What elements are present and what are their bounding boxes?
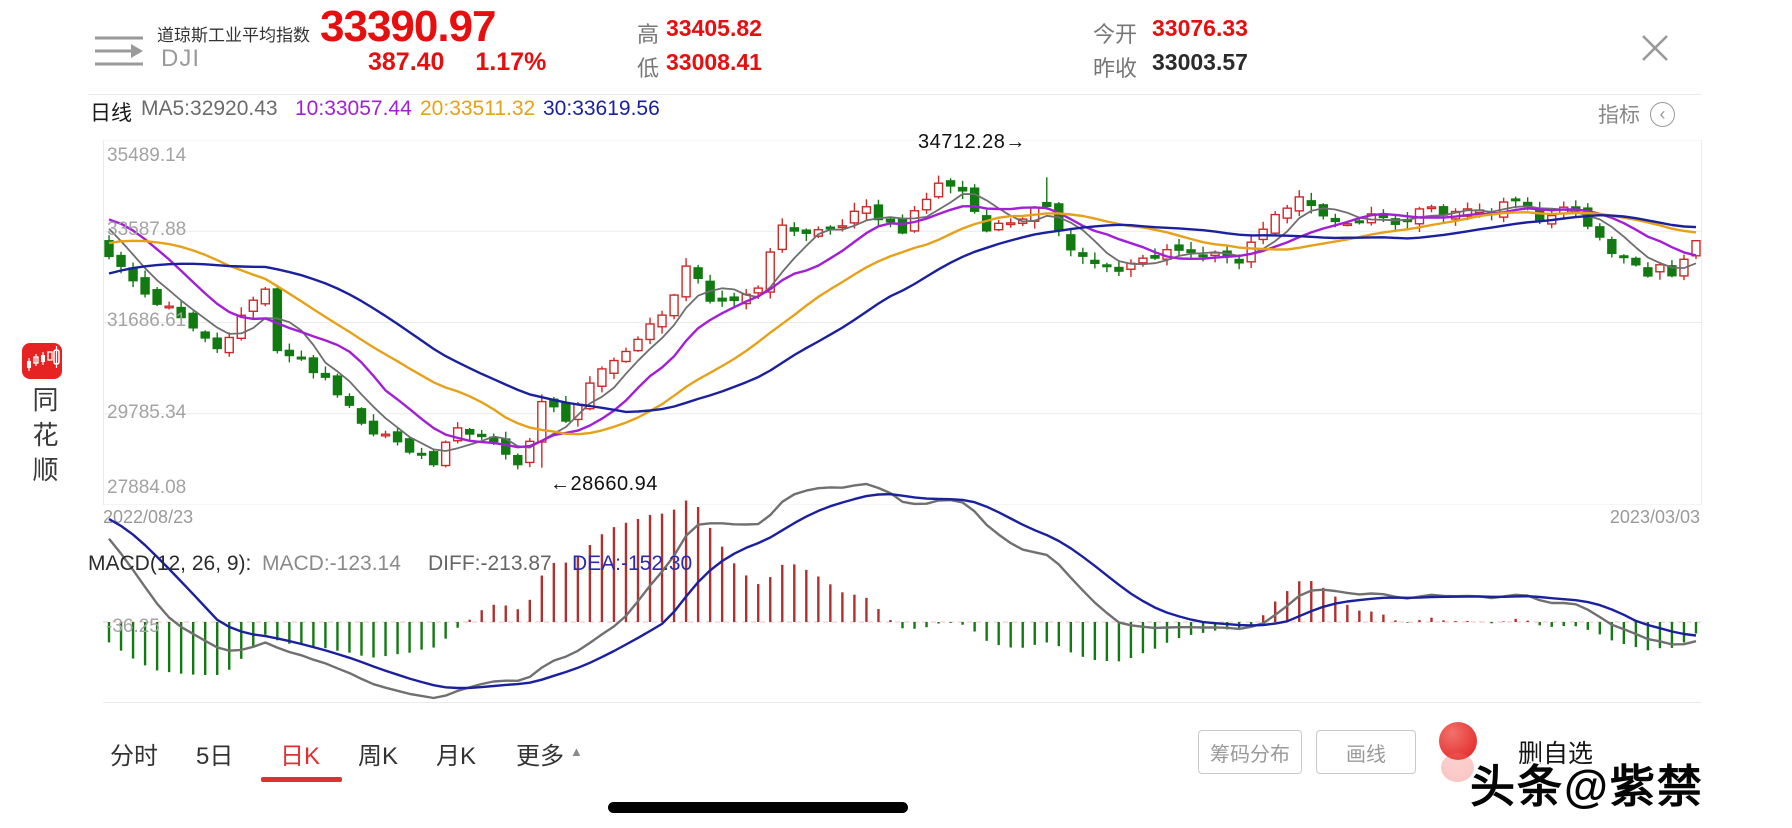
prev-close-value: 33003.57: [1152, 49, 1248, 75]
tab-daily-k[interactable]: 日K: [280, 743, 321, 770]
y-axis-tick-5: 27884.08: [107, 477, 187, 498]
macd-value: MACD:-123.14: [262, 552, 401, 575]
chip-distribution-label: 筹码分布: [1210, 743, 1290, 766]
stock-switch-icon[interactable]: [93, 30, 145, 74]
red-dot-reflection: [1441, 753, 1474, 782]
more-caret-icon: ▲: [570, 744, 583, 759]
diff-value: DIFF:-213.87: [428, 552, 552, 575]
ma10-value: 10:33057.44: [295, 97, 412, 120]
x-axis-end-date: 2023/03/03: [1609, 507, 1700, 527]
indicator-label: 指标: [1598, 104, 1640, 127]
y-axis-tick-4: 29785.34: [107, 402, 187, 423]
indicator-button[interactable]: 指标 ‹: [1598, 99, 1675, 129]
ma5-value: MA5:32920.43: [141, 97, 278, 120]
tab-weekly-k[interactable]: 周K: [358, 743, 399, 770]
tab-minute[interactable]: 分时: [110, 743, 158, 770]
open-label: 今开: [1093, 22, 1138, 47]
price-change: 387.40: [368, 48, 445, 76]
macd-title: MACD(12, 26, 9):: [88, 552, 252, 575]
price-change-row: 387.40 1.17%: [368, 48, 546, 77]
app-name-vertical: 同花顺: [29, 386, 59, 491]
high-value: 33405.82: [666, 15, 762, 41]
draw-line-button[interactable]: 画线: [1316, 730, 1416, 774]
active-tab-underline: [261, 777, 342, 782]
tab-5day[interactable]: 5日: [196, 743, 234, 770]
period-label: 日线: [90, 102, 132, 125]
header-divider: [88, 94, 1702, 95]
chip-distribution-button[interactable]: 筹码分布: [1198, 730, 1302, 774]
stock-symbol: DJI: [161, 45, 200, 72]
chevron-left-circle-icon: ‹: [1650, 101, 1675, 127]
y-axis-tick-3: 31686.61: [107, 310, 187, 331]
tab-monthly-k[interactable]: 月K: [436, 743, 477, 770]
watermark: 头条@紫禁: [1470, 761, 1704, 812]
main-chart[interactable]: [103, 140, 1702, 505]
tab-more[interactable]: 更多: [516, 743, 564, 770]
dea-value: DEA:-152.30: [572, 552, 693, 575]
prev-close-label: 昨收: [1093, 56, 1138, 81]
close-button[interactable]: [1638, 31, 1672, 65]
low-label: 低: [637, 56, 660, 81]
price-change-pct: 1.17%: [475, 48, 547, 76]
close-icon: [1642, 35, 1668, 61]
x-axis-start-date: 2022/08/23: [103, 507, 194, 527]
y-axis-tick-1: 35489.14: [107, 145, 187, 166]
low-value: 33008.41: [666, 49, 762, 75]
red-dot-icon: [1439, 722, 1477, 760]
high-label: 高: [637, 22, 660, 47]
ma20-value: 20:33511.32: [420, 97, 536, 120]
last-price: 33390.97: [320, 2, 497, 51]
ma30-value: 30:33619.56: [543, 97, 660, 120]
ths-app-logo-icon: [22, 343, 62, 379]
delete-watchlist-button[interactable]: 删自选: [1518, 740, 1594, 768]
home-indicator-bar[interactable]: [608, 802, 908, 813]
low-annotation: ←28660.94: [550, 473, 658, 495]
macd-chart[interactable]: [103, 475, 1702, 703]
high-annotation: 34712.28→: [918, 131, 1026, 153]
macd-axis-label: -36.25: [106, 616, 160, 637]
open-value: 33076.33: [1152, 15, 1248, 41]
draw-line-label: 画线: [1346, 743, 1386, 766]
y-axis-tick-2: 33587.88: [107, 219, 187, 240]
stock-name: 道琼斯工业平均指数: [157, 26, 310, 45]
